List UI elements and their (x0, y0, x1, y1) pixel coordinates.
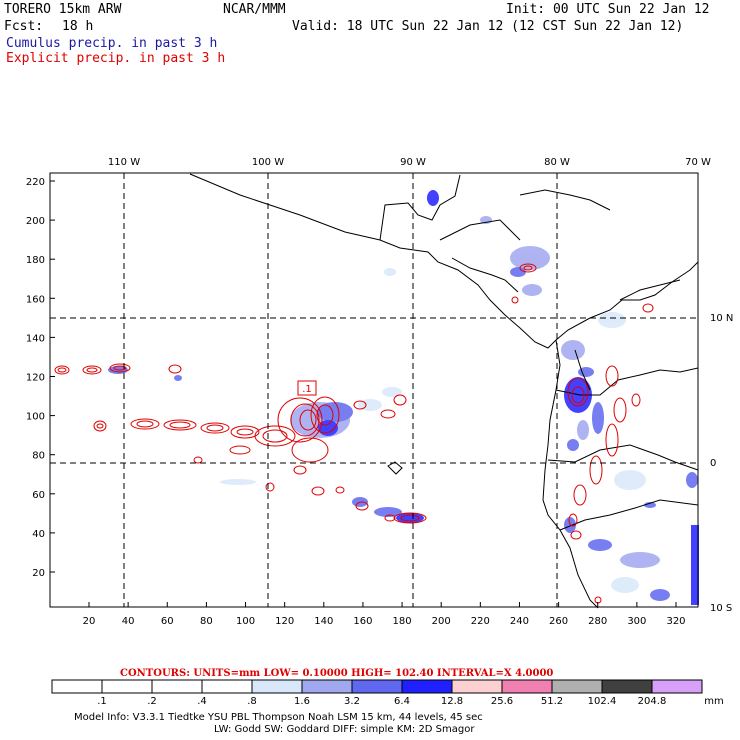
y-tick-label: 60 (32, 490, 45, 501)
x-tick-label: 100 (236, 616, 255, 627)
y-tick-label: 40 (32, 529, 45, 540)
longitude-labels: 110 W 100 W 90 W 80 W 70 W (108, 157, 711, 168)
colorbar-swatch (301, 679, 353, 694)
colorbar-swatch (101, 679, 153, 694)
x-tick-label: 20 (83, 616, 96, 627)
colorbar (51, 679, 703, 694)
y-tick-label: 120 (26, 373, 45, 384)
colorbar-label: 204.8 (637, 696, 667, 707)
lon-label: 70 W (685, 157, 711, 168)
lat-label: 0 (710, 458, 716, 469)
cumulus-legend-label: Cumulus precip. in past 3 h (6, 36, 218, 51)
colorbar-label: 25.6 (490, 696, 514, 707)
x-tick-label: 260 (549, 616, 568, 627)
x-tick-label: 320 (666, 616, 685, 627)
x-tick-label: 60 (161, 616, 174, 627)
x-tick-label: 240 (510, 616, 529, 627)
colorbar-label: 12.8 (440, 696, 464, 707)
x-tick-label: 280 (588, 616, 607, 627)
colorbar-label: 51.2 (540, 696, 564, 707)
init-time: Init: 00 UTC Sun 22 Jan 12 (506, 2, 710, 17)
x-axis-labels: 20 40 60 80 100 120 140 160 180 200 220 240 260 280 30… (83, 616, 686, 627)
contour-info: CONTOURS: UNITS=mm LOW= 0.10000 HIGH= 10… (120, 668, 554, 679)
colorbar-swatch (451, 679, 503, 694)
y-tick-label: 220 (26, 177, 45, 188)
valid-time: Valid: 18 UTC Sun 22 Jan 12 (12 CST Sun … (292, 19, 684, 34)
colorbar-swatch (351, 679, 403, 694)
high-marker: .1 (302, 384, 312, 395)
colorbar-label: .8 (247, 696, 257, 707)
colorbar-swatch (201, 679, 253, 694)
forecast-hour: 18 h (62, 19, 94, 34)
y-axis-labels: 220 200 180 160 140 120 100 80 60 40 20 (26, 177, 45, 579)
explicit-precip-contours (54, 263, 654, 604)
colorbar-label: 3.2 (344, 696, 360, 707)
colorbar-swatch (151, 679, 203, 694)
colorbar-swatch (401, 679, 453, 694)
colorbar-swatch (651, 679, 703, 694)
lat-label: 10 S (710, 603, 732, 614)
colorbar-label: 102.4 (587, 696, 617, 707)
y-tick-label: 100 (26, 412, 45, 423)
lon-label: 110 W (108, 157, 140, 168)
x-tick-label: 220 (471, 616, 490, 627)
lon-label: 100 W (252, 157, 284, 168)
axis-ticks (50, 180, 677, 607)
org-label: NCAR/MMM (223, 2, 286, 17)
x-tick-label: 40 (122, 616, 135, 627)
y-tick-label: 160 (26, 294, 45, 305)
colorbar-label: .1 (97, 696, 107, 707)
colorbar-label: 6.4 (394, 696, 410, 707)
cumulus-precip-shading (108, 190, 699, 605)
y-tick-label: 200 (26, 216, 45, 227)
y-tick-label: 180 (26, 255, 45, 266)
x-tick-label: 140 (314, 616, 333, 627)
colorbar-swatch (51, 679, 103, 694)
x-tick-label: 160 (353, 616, 372, 627)
explicit-legend-label: Explicit precip. in past 3 h (6, 51, 226, 66)
x-tick-label: 200 (432, 616, 451, 627)
y-tick-label: 140 (26, 333, 45, 344)
colorbar-swatch (251, 679, 303, 694)
forecast-label: Fcst: (4, 19, 44, 34)
model-title: TORERO 15km ARW (4, 2, 122, 17)
lon-label: 90 W (400, 157, 426, 168)
map-frame (49, 172, 699, 608)
lat-lon-grid (50, 173, 698, 607)
model-info-line1: Model Info: V3.3.1 Tiedtke YSU PBL Thomp… (74, 712, 483, 723)
x-tick-label: 120 (275, 616, 294, 627)
lon-label: 80 W (544, 157, 570, 168)
latitude-labels: 10 N 0 10 S (710, 313, 733, 614)
x-tick-label: 80 (200, 616, 213, 627)
high-marker-box (297, 380, 317, 396)
colorbar-label: .2 (147, 696, 157, 707)
coastlines (189, 173, 699, 609)
y-tick-label: 20 (32, 568, 45, 579)
x-tick-label: 300 (627, 616, 646, 627)
colorbar-swatch (551, 679, 603, 694)
y-tick-label: 80 (32, 451, 45, 462)
colorbar-swatch (501, 679, 553, 694)
colorbar-swatch (601, 679, 653, 694)
colorbar-unit: mm (704, 696, 724, 707)
colorbar-label: .4 (197, 696, 207, 707)
model-info-line2: LW: Godd SW: Goddard DIFF: simple KM: 2D… (214, 724, 475, 735)
lat-label: 10 N (710, 313, 733, 324)
x-tick-label: 180 (393, 616, 412, 627)
colorbar-label: 1.6 (294, 696, 310, 707)
